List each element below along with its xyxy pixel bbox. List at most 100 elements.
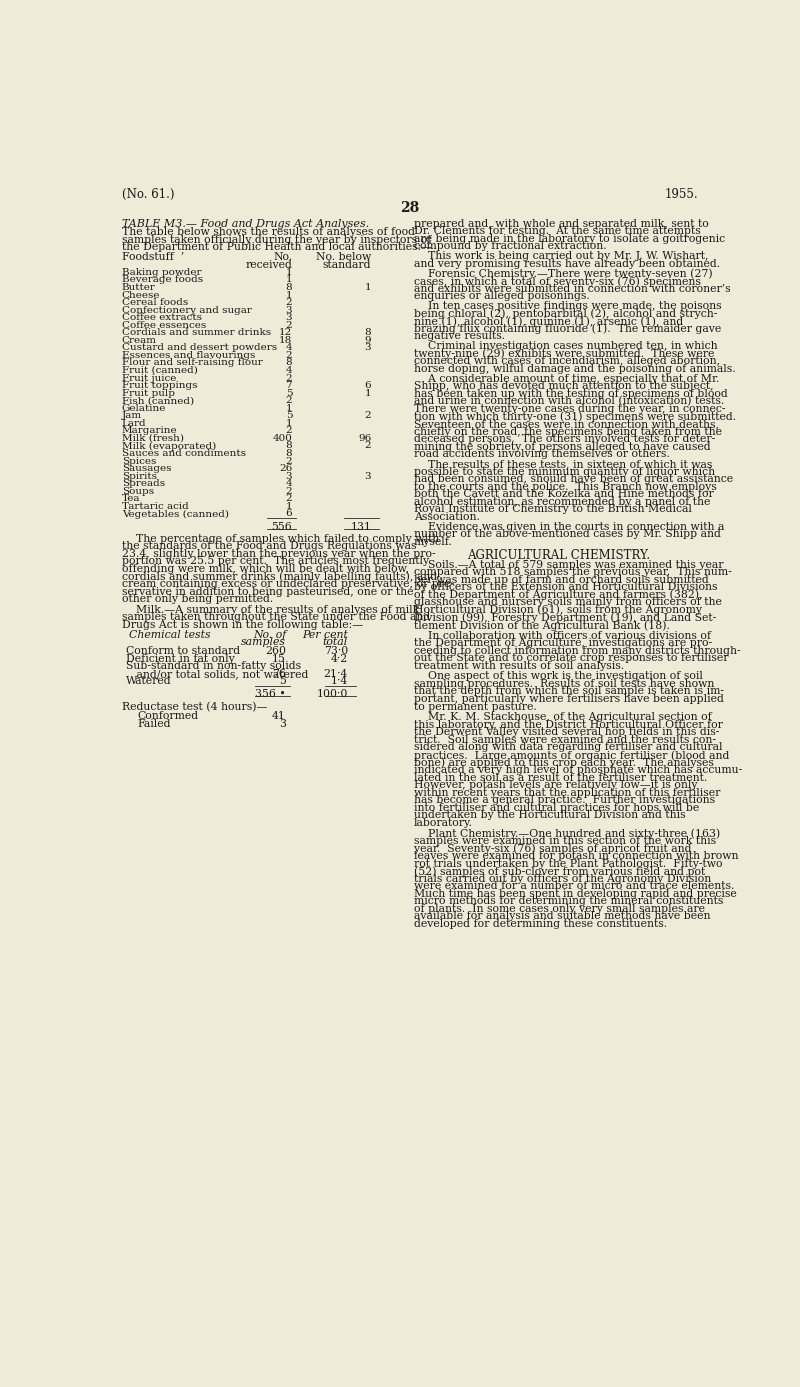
Text: 2: 2 bbox=[286, 494, 292, 503]
Text: into fertiliser and cultural practices for hops will be: into fertiliser and cultural practices f… bbox=[414, 803, 699, 813]
Text: Confectionery and sugar: Confectionery and sugar bbox=[122, 305, 251, 315]
Text: road accidents involving themselves or others.: road accidents involving themselves or o… bbox=[414, 449, 670, 459]
Text: 100·0: 100·0 bbox=[317, 689, 348, 699]
Text: 73·0: 73·0 bbox=[324, 646, 348, 656]
Text: Fruit toppings: Fruit toppings bbox=[122, 381, 197, 390]
Text: samples taken throughout the State under the Food and: samples taken throughout the State under… bbox=[122, 612, 430, 623]
Text: that the depth from which the soil sample is taken is im-: that the depth from which the soil sampl… bbox=[414, 687, 724, 696]
Text: Criminal investigation cases numbered ten, in which: Criminal investigation cases numbered te… bbox=[414, 341, 718, 351]
Text: 2: 2 bbox=[286, 373, 292, 383]
Text: compound by fractional extraction.: compound by fractional extraction. bbox=[414, 241, 606, 251]
Text: were examined for a number of micro and trace elements.: were examined for a number of micro and … bbox=[414, 881, 734, 892]
Text: undertaken by the Horticultural Division and this: undertaken by the Horticultural Division… bbox=[414, 810, 686, 820]
Text: Tartaric acid: Tartaric acid bbox=[122, 502, 189, 510]
Text: of the Department of Agriculture and farmers (382),: of the Department of Agriculture and far… bbox=[414, 589, 702, 601]
Text: out the State and to correlate crop responses to fertiliser: out the State and to correlate crop resp… bbox=[414, 653, 728, 663]
Text: 8: 8 bbox=[286, 449, 292, 458]
Text: 3: 3 bbox=[365, 472, 371, 481]
Text: 2: 2 bbox=[365, 441, 371, 451]
Text: The percentage of samples which failed to comply with: The percentage of samples which failed t… bbox=[122, 534, 439, 544]
Text: tion with which thirty-one (31) specimens were submitted.: tion with which thirty-one (31) specimen… bbox=[414, 412, 736, 422]
Text: total: total bbox=[322, 637, 348, 648]
Text: within recent years that the application of this fertiliser: within recent years that the application… bbox=[414, 788, 720, 798]
Text: 1: 1 bbox=[286, 276, 292, 284]
Text: 2: 2 bbox=[286, 487, 292, 495]
Text: Much time has been spent in developing rapid and precise: Much time has been spent in developing r… bbox=[414, 889, 737, 899]
Text: Plant Chemistry.—One hundred and sixty-three (163): Plant Chemistry.—One hundred and sixty-t… bbox=[414, 828, 720, 839]
Text: Gelatine: Gelatine bbox=[122, 404, 166, 413]
Text: Shipp, who has devoted much attention to the subject,: Shipp, who has devoted much attention to… bbox=[414, 381, 714, 391]
Text: (52) samples of sub-clover from various field and pot: (52) samples of sub-clover from various … bbox=[414, 867, 705, 877]
Text: negative results.: negative results. bbox=[414, 331, 505, 341]
Text: prepared and, with whole and separated milk, sent to: prepared and, with whole and separated m… bbox=[414, 219, 709, 229]
Text: 556: 556 bbox=[271, 522, 292, 531]
Text: compared with 518 samples the previous year.  This num-: compared with 518 samples the previous y… bbox=[414, 567, 732, 577]
Text: 1: 1 bbox=[365, 388, 371, 398]
Text: laboratory.: laboratory. bbox=[414, 818, 473, 828]
Text: In collaboration with officers of various divisions of: In collaboration with officers of variou… bbox=[414, 631, 711, 641]
Text: 96: 96 bbox=[358, 434, 371, 442]
Text: Fruit juice: Fruit juice bbox=[122, 373, 176, 383]
Text: 2: 2 bbox=[286, 298, 292, 307]
Text: 2: 2 bbox=[286, 320, 292, 330]
Text: Division (99), Forestry Department (19), and Land Set-: Division (99), Forestry Department (19),… bbox=[414, 613, 716, 623]
Text: 41: 41 bbox=[272, 712, 286, 721]
Text: ber was made up of farm and orchard soils submitted: ber was made up of farm and orchard soil… bbox=[414, 574, 709, 585]
Text: to the courts and the police.  This Branch now employs: to the courts and the police. This Branc… bbox=[414, 481, 717, 491]
Text: micro methods for determining the mineral constituents: micro methods for determining the minera… bbox=[414, 896, 723, 906]
Text: 2: 2 bbox=[286, 426, 292, 436]
Text: 4: 4 bbox=[286, 480, 292, 488]
Text: this laboratory, and the District Horticultural Officer for: this laboratory, and the District Hortic… bbox=[414, 720, 722, 730]
Text: Evidence was given in the courts in connection with a: Evidence was given in the courts in conn… bbox=[414, 522, 724, 531]
Text: Milk (evaporated): Milk (evaporated) bbox=[122, 441, 216, 451]
Text: bone) are applied to this crop each year.  The analyses: bone) are applied to this crop each year… bbox=[414, 757, 714, 768]
Text: The results of these tests, in sixteen of which it was: The results of these tests, in sixteen o… bbox=[414, 459, 712, 469]
Text: 2: 2 bbox=[286, 397, 292, 405]
Text: myself.: myself. bbox=[414, 537, 453, 546]
Text: Cheese: Cheese bbox=[122, 290, 160, 300]
Text: portant, particularly where fertilisers have been applied: portant, particularly where fertilisers … bbox=[414, 694, 724, 705]
Text: 15: 15 bbox=[272, 653, 286, 664]
Text: 5: 5 bbox=[279, 677, 286, 687]
Text: 26: 26 bbox=[279, 465, 292, 473]
Text: to permanent pasture.: to permanent pasture. bbox=[414, 702, 537, 712]
Text: However, potash levels are relatively low—it is only: However, potash levels are relatively lo… bbox=[414, 779, 698, 791]
Text: offending were milk, which will be dealt with below,: offending were milk, which will be dealt… bbox=[122, 565, 409, 574]
Text: A considerable amount of time, especially that of Mr.: A considerable amount of time, especiall… bbox=[414, 373, 719, 384]
Text: 1: 1 bbox=[286, 502, 292, 510]
Text: 18: 18 bbox=[279, 336, 292, 345]
Text: Fruit pulp: Fruit pulp bbox=[122, 388, 174, 398]
Text: One aspect of this work is the investigation of soil: One aspect of this work is the investiga… bbox=[414, 671, 702, 681]
Text: Sausages: Sausages bbox=[122, 465, 171, 473]
Text: 4: 4 bbox=[286, 366, 292, 374]
Text: brazing flux containing fluoride (1).  The remaider gave: brazing flux containing fluoride (1). Th… bbox=[414, 323, 721, 334]
Text: 7: 7 bbox=[286, 381, 292, 390]
Text: samples: samples bbox=[241, 637, 286, 648]
Text: Cream: Cream bbox=[122, 336, 157, 345]
Text: The table below shows the results of analyses of food: The table below shows the results of ana… bbox=[122, 227, 414, 237]
Text: 5: 5 bbox=[286, 412, 292, 420]
Text: received: received bbox=[246, 259, 292, 269]
Text: This work is being carried out by Mr. J. W. Wishart,: This work is being carried out by Mr. J.… bbox=[414, 251, 708, 261]
Text: servative in addition to being pasteurised, one or the: servative in addition to being pasteuris… bbox=[122, 587, 413, 596]
Text: sampling procedures.  Results of soil tests have shown: sampling procedures. Results of soil tes… bbox=[414, 680, 714, 689]
Text: deceased persons.  The others involved tests for deter-: deceased persons. The others involved te… bbox=[414, 434, 715, 444]
Text: 5: 5 bbox=[286, 388, 292, 398]
Text: 131: 131 bbox=[350, 522, 371, 531]
Text: treatment with results of soil analysis.: treatment with results of soil analysis. bbox=[414, 660, 624, 671]
Text: ceeding to collect information from many districts through-: ceeding to collect information from many… bbox=[414, 646, 741, 656]
Text: Soils.—A total of 579 samples was examined this year: Soils.—A total of 579 samples was examin… bbox=[414, 559, 723, 570]
Text: 3: 3 bbox=[279, 718, 286, 730]
Text: Foodstuff  ’: Foodstuff ’ bbox=[122, 252, 184, 262]
Text: Spreads: Spreads bbox=[122, 480, 165, 488]
Text: Soups: Soups bbox=[122, 487, 154, 495]
Text: 3: 3 bbox=[365, 344, 371, 352]
Text: connected with cases of incendiarism, alleged abortion,: connected with cases of incendiarism, al… bbox=[414, 356, 720, 366]
Text: Lard: Lard bbox=[122, 419, 146, 427]
Text: glasshouse and nursery soils mainly from officers of the: glasshouse and nursery soils mainly from… bbox=[414, 598, 722, 608]
Text: and very promising results have already been obtained.: and very promising results have already … bbox=[414, 259, 720, 269]
Text: Baking powder: Baking powder bbox=[122, 268, 202, 277]
Text: practices.  Large amounts of organic fertiliser (blood and: practices. Large amounts of organic fert… bbox=[414, 750, 730, 760]
Text: by officers of the Extension and Horticultural Divisions: by officers of the Extension and Horticu… bbox=[414, 583, 718, 592]
Text: There were twenty-one cases during the year, in connec-: There were twenty-one cases during the y… bbox=[414, 404, 726, 413]
